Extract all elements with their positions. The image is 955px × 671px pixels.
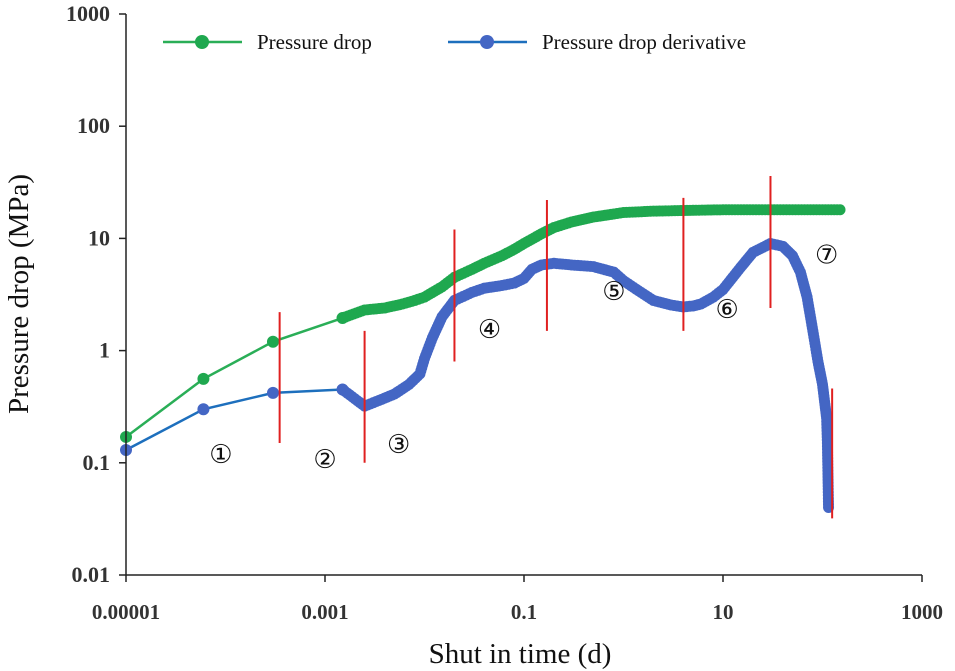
x-tick-label: 0.00001 bbox=[92, 600, 160, 624]
data-point bbox=[266, 386, 279, 399]
x-tick-label: 0.1 bbox=[511, 600, 537, 624]
series-pressure-drop bbox=[120, 204, 846, 443]
x-tick-label: 0.001 bbox=[301, 600, 348, 624]
legend-label-pressure-drop-derivative: Pressure drop derivative bbox=[542, 30, 746, 54]
x-tick-labels: 0.00001 0.001 0.1 10 1000 bbox=[92, 575, 943, 624]
data-point bbox=[197, 372, 210, 385]
data-point bbox=[834, 204, 846, 216]
plot-area: ① ② ③ ④ ⑤ ⑥ ⑦ bbox=[120, 175, 846, 519]
y-axis-title: Pressure drop (MPa) bbox=[3, 174, 35, 414]
data-point bbox=[266, 335, 279, 348]
legend-item-pressure-drop-derivative: Pressure drop derivative bbox=[448, 30, 746, 54]
legend-marker-pressure-drop-derivative bbox=[480, 35, 494, 49]
x-tick-label: 1000 bbox=[901, 600, 943, 624]
stage-label: ② bbox=[313, 445, 336, 475]
legend: Pressure drop Pressure drop derivative bbox=[163, 30, 746, 54]
series-pressure-drop-derivative bbox=[120, 238, 835, 513]
x-axis-title: Shut in time (d) bbox=[429, 638, 612, 670]
legend-label-pressure-drop: Pressure drop bbox=[257, 30, 372, 54]
stage-label: ⑦ bbox=[815, 240, 838, 270]
stage-label: ④ bbox=[478, 315, 501, 345]
stage-label: ③ bbox=[387, 430, 410, 460]
y-tick-label: 1000 bbox=[66, 1, 110, 26]
y-tick-label: 0.1 bbox=[83, 450, 111, 475]
stage-label: ① bbox=[209, 440, 232, 470]
stage-annotations: ① ② ③ ④ ⑤ ⑥ ⑦ bbox=[209, 240, 838, 475]
y-tick-label: 0.01 bbox=[72, 562, 111, 587]
legend-item-pressure-drop: Pressure drop bbox=[163, 30, 372, 54]
y-tick-label: 1 bbox=[99, 338, 110, 363]
y-tick-label: 100 bbox=[77, 113, 110, 138]
x-tick-label: 10 bbox=[713, 600, 734, 624]
data-point bbox=[197, 403, 210, 416]
y-tick-label: 10 bbox=[88, 225, 110, 250]
stage-label: ⑥ bbox=[715, 295, 738, 325]
legend-marker-pressure-drop bbox=[195, 35, 209, 49]
y-tick-labels: 0.01 0.1 1 10 100 1000 bbox=[66, 1, 126, 587]
stage-label: ⑤ bbox=[602, 277, 625, 307]
regime-boundaries bbox=[278, 175, 834, 519]
